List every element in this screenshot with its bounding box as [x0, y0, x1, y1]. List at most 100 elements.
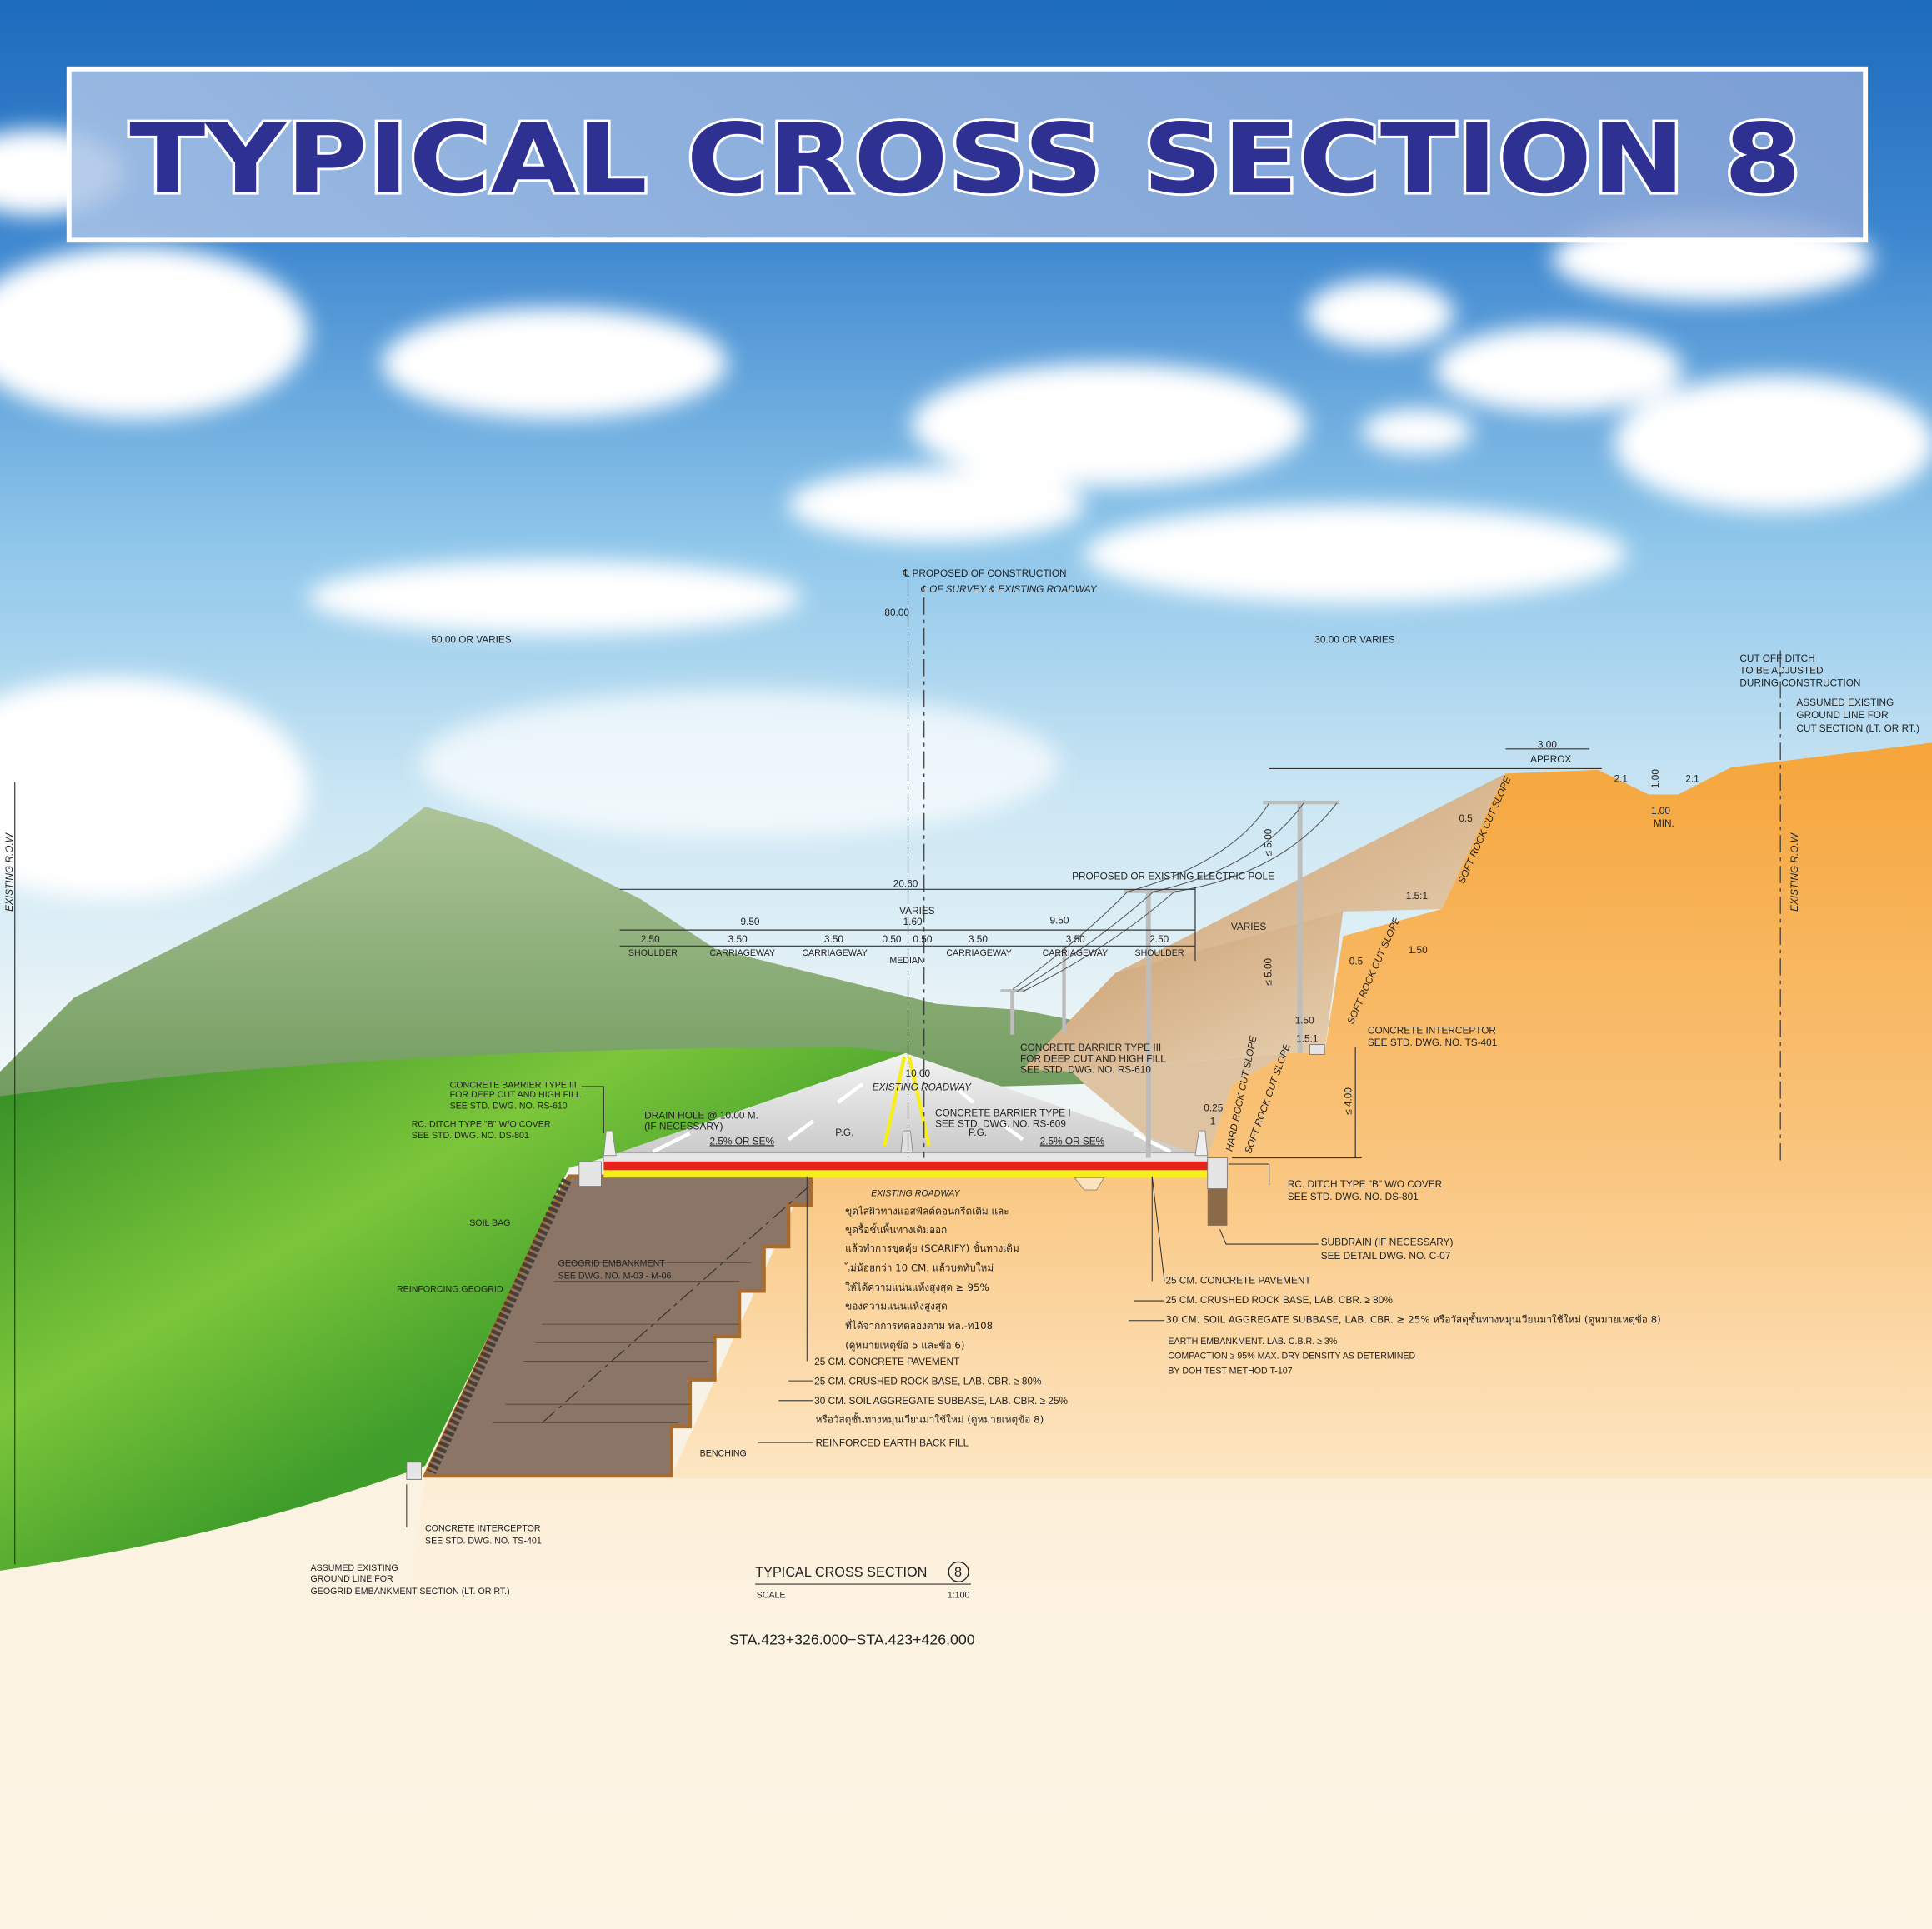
- existing-roadway-note: EXISTING ROADWAY: [871, 1188, 960, 1198]
- earth-embankment-3: BY DOH TEST METHOD T-107: [1168, 1366, 1292, 1376]
- crushed-rock-base-layer: [603, 1162, 1208, 1171]
- label-median: MEDIAN: [889, 956, 923, 966]
- ratio-one: 1: [1210, 1116, 1216, 1127]
- max-cut-height: ≤ 4.00: [1343, 1087, 1354, 1115]
- dim-right-carriageway-1: 3.50: [969, 933, 988, 945]
- cut-ground: [406, 742, 1932, 1639]
- dim-median-right: 0.50: [913, 933, 932, 945]
- label-right-carriageway-1: CARRIAGEWAY: [946, 948, 1012, 958]
- barrier-iii-left-2: FOR DEEP CUT AND HIGH FILL: [450, 1090, 581, 1100]
- fill-layer-3: 30 CM. SOIL AGGREGATE SUBBASE, LAB. CBR.…: [814, 1395, 1068, 1407]
- benching-label: BENCHING: [700, 1448, 747, 1458]
- electric-poles: [1000, 800, 1339, 1158]
- subdrain-1: SUBDRAIN (IF NECESSARY): [1321, 1237, 1454, 1248]
- page-title: TYPICAL CROSS SECTION 8: [129, 104, 1801, 216]
- ground-note-1: ASSUMED EXISTING: [1796, 697, 1894, 708]
- pole-clearance-lower: ≤ 5.00: [1263, 957, 1274, 985]
- label-left-carriageway-1: CARRIAGEWAY: [710, 948, 776, 958]
- median-width: 1.60: [903, 916, 923, 927]
- ground-note-2: GROUND LINE FOR: [1796, 709, 1888, 721]
- scale-value: 1:100: [948, 1590, 970, 1600]
- thai-note-3: แล้วทำการขุดคุ้ย (SCARIFY) ชั้นทางเดิม: [845, 1241, 1019, 1254]
- total-width: 20.60: [893, 877, 918, 889]
- subbase-layer: [603, 1170, 1208, 1178]
- bottom-interceptor-2: SEE STD. DWG. NO. TS-401: [425, 1536, 542, 1546]
- top-interceptor-1: CONCRETE INTERCEPTOR: [1368, 1024, 1496, 1036]
- section-caption: TYPICAL CROSS SECTION 8 SCALE 1:100 STA.…: [729, 1561, 975, 1648]
- crossfall-right: 2.5% OR SE%: [1040, 1135, 1105, 1147]
- top-interceptor-2: SEE STD. DWG. NO. TS-401: [1368, 1037, 1497, 1048]
- cut-layer-3: 30 CM. SOIL AGGREGATE SUBBASE, LAB. CBR.…: [1165, 1312, 1660, 1327]
- label-left-shoulder: SHOULDER: [628, 948, 678, 958]
- scale-label: SCALE: [757, 1590, 786, 1600]
- existing-roadway-top: EXISTING ROADWAY: [873, 1081, 972, 1092]
- cut-layer-1: 25 CM. CONCRETE PAVEMENT: [1165, 1274, 1310, 1286]
- power-lines: [1012, 802, 1338, 992]
- dim-right-carriageway-2: 3.50: [1066, 933, 1085, 945]
- barrier-iii-left-1: CONCRETE BARRIER TYPE III: [450, 1080, 577, 1090]
- fill-layer-1: 25 CM. CONCRETE PAVEMENT: [814, 1356, 959, 1367]
- bench-slope-upper: 1.5:1: [1406, 890, 1428, 902]
- median-varies: VARIES: [899, 905, 935, 917]
- existing-width: 10.00: [906, 1067, 931, 1079]
- barrier-left: [603, 1130, 617, 1157]
- left-row-label: EXISTING R.O.W: [3, 832, 15, 912]
- cut-layer-2: 25 CM. CRUSHED ROCK BASE, LAB. CBR. ≥ 80…: [1165, 1294, 1393, 1306]
- ditch-bottom-width: 1.00: [1651, 805, 1670, 817]
- barrier-i-2: SEE STD. DWG. NO. RS-609: [935, 1118, 1066, 1130]
- median-ditch: [1074, 1177, 1105, 1191]
- thai-note-5: ให้ได้ความแน่นแห้งสูงสุด ≥ 95%: [845, 1282, 989, 1294]
- barrier-iii-right-3: SEE STD. DWG. NO. RS-610: [1020, 1064, 1151, 1076]
- pole-clearance-upper: ≤ 5.00: [1263, 828, 1274, 856]
- label-left-carriageway-2: CARRIAGEWAY: [802, 948, 868, 958]
- cut-ditch-note-2: TO BE ADJUSTED: [1739, 665, 1823, 677]
- barrier-iii-right-1: CONCRETE BARRIER TYPE III: [1020, 1042, 1161, 1053]
- embankment-ground-note-1: ASSUMED EXISTING: [311, 1563, 398, 1573]
- barrier-iii-right-2: FOR DEEP CUT AND HIGH FILL: [1020, 1052, 1166, 1064]
- geogrid-layers: [493, 1262, 752, 1423]
- dim-right-shoulder: 2.50: [1149, 933, 1169, 945]
- subdrain-2: SEE DETAIL DWG. NO. C-07: [1321, 1250, 1451, 1262]
- caption-number: 8: [954, 1565, 962, 1580]
- bench-width-lower: 1.50: [1295, 1014, 1314, 1026]
- pg-left: P.G.: [835, 1127, 853, 1138]
- geogrid-embankment-1: GEOGRID EMBANKMENT: [558, 1259, 666, 1269]
- right-row-label: EXISTING R.O.W: [1789, 832, 1800, 912]
- survey-centerline-label: ℄ OF SURVEY & EXISTING ROADWAY: [920, 583, 1097, 595]
- leader-lines: [406, 1086, 1319, 1528]
- station-range: STA.423+326.000−STA.423+426.000: [729, 1632, 975, 1648]
- pg-right: P.G.: [969, 1127, 987, 1138]
- cut-ditch-note-1: CUT OFF DITCH: [1739, 652, 1814, 664]
- thai-note-8: (ดูหมายเหตุข้อ 5 และข้อ 6): [845, 1340, 964, 1352]
- dim-median-left: 0.50: [882, 933, 901, 945]
- thai-note-6: ของความแน่นแห้งสูงสุด: [845, 1300, 948, 1312]
- geogrid-embankment-2: SEE DWG. NO. M-03 - M-06: [558, 1271, 672, 1281]
- cut-varies: VARIES: [1231, 921, 1267, 932]
- ratio-upper: 0.5: [1459, 812, 1473, 824]
- embankment-ground-note-3: GEOGRID EMBANKMENT SECTION (LT. OR RT.): [311, 1587, 510, 1597]
- ground-note-3: CUT SECTION (LT. OR RT.): [1796, 722, 1919, 734]
- left-half-width: 9.50: [740, 916, 759, 927]
- caption-title: TYPICAL CROSS SECTION: [755, 1565, 927, 1580]
- right-row-width: 30.00 OR VARIES: [1314, 634, 1394, 646]
- road-surface: [603, 1052, 1208, 1158]
- barrier-iii-left-3: SEE STD. DWG. NO. RS-610: [450, 1101, 568, 1111]
- earth-embankment-1: EARTH EMBANKMENT. LAB. C.B.R. ≥ 3%: [1168, 1337, 1337, 1347]
- berm-approx: APPROX: [1530, 753, 1571, 765]
- median-yellow-lines: [883, 1056, 931, 1147]
- bottom-interceptor-1: CONCRETE INTERCEPTOR: [425, 1524, 541, 1534]
- label-right-carriageway-2: CARRIAGEWAY: [1043, 948, 1109, 958]
- ratio-hard: 0.25: [1204, 1102, 1223, 1113]
- embankment-slope-line: [542, 1182, 814, 1423]
- fill-layer-2: 25 CM. CRUSHED ROCK BASE, LAB. CBR. ≥ 80…: [814, 1376, 1042, 1387]
- ditch-left-2: SEE STD. DWG. NO. DS-801: [412, 1131, 529, 1141]
- rc-ditch-left: [578, 1161, 602, 1187]
- row-total-width: 80.00: [884, 607, 909, 618]
- right-half-width: 9.50: [1050, 915, 1069, 927]
- cut-ditch-note-3: DURING CONSTRUCTION: [1739, 677, 1860, 688]
- embankment-ground-note-2: GROUND LINE FOR: [311, 1574, 394, 1584]
- concrete-pavement-layer: [603, 1152, 1209, 1162]
- mountains: [0, 807, 1084, 1115]
- lower-ground: [0, 1477, 1932, 1929]
